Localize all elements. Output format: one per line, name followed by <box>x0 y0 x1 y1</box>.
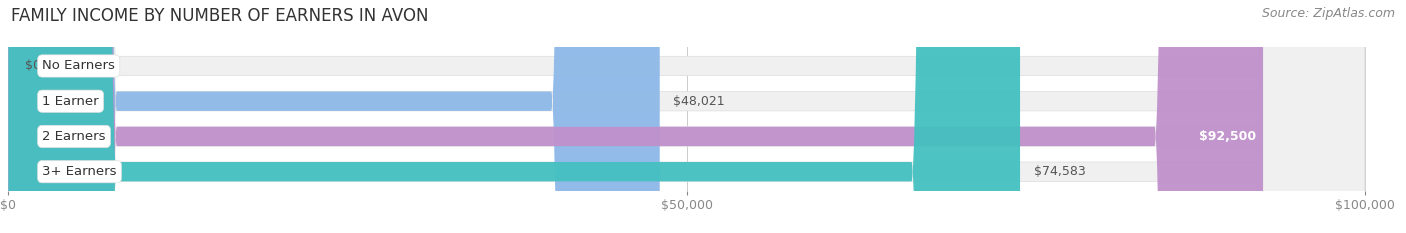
Text: $74,583: $74,583 <box>1033 165 1085 178</box>
Text: No Earners: No Earners <box>42 59 115 72</box>
FancyBboxPatch shape <box>8 0 1019 233</box>
FancyBboxPatch shape <box>8 0 1365 233</box>
Text: FAMILY INCOME BY NUMBER OF EARNERS IN AVON: FAMILY INCOME BY NUMBER OF EARNERS IN AV… <box>11 7 429 25</box>
Text: Source: ZipAtlas.com: Source: ZipAtlas.com <box>1261 7 1395 20</box>
FancyBboxPatch shape <box>8 0 659 233</box>
FancyBboxPatch shape <box>8 0 1365 233</box>
Text: 3+ Earners: 3+ Earners <box>42 165 117 178</box>
FancyBboxPatch shape <box>8 0 1365 233</box>
Text: $48,021: $48,021 <box>673 95 725 108</box>
Text: 2 Earners: 2 Earners <box>42 130 105 143</box>
Text: 1 Earner: 1 Earner <box>42 95 98 108</box>
FancyBboxPatch shape <box>8 0 1263 233</box>
Text: $0: $0 <box>25 59 41 72</box>
FancyBboxPatch shape <box>8 0 1365 233</box>
Text: $92,500: $92,500 <box>1199 130 1257 143</box>
